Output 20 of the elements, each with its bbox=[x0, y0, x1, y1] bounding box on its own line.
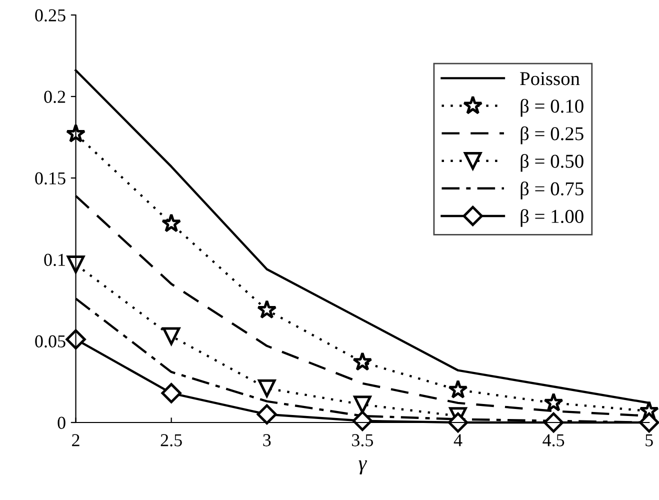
x-tick-label: 5 bbox=[646, 434, 653, 446]
y-tick-label: 0.05 bbox=[35, 335, 66, 348]
y-tick-label: 0.15 bbox=[35, 172, 66, 185]
x-tick-label: 2 bbox=[72, 434, 80, 446]
y-tick-label: 0.2 bbox=[44, 90, 66, 104]
legend-label: β = 1.00 bbox=[520, 209, 584, 227]
y-tick-label: 0 bbox=[58, 416, 66, 429]
x-tick-label: 3 bbox=[263, 434, 271, 446]
legend-label: β = 0.25 bbox=[520, 126, 584, 144]
x-tick-label: 4.5 bbox=[542, 434, 564, 446]
y-tick-label: 0.25 bbox=[35, 9, 66, 22]
legend-label: β = 0.10 bbox=[520, 98, 584, 117]
x-tick-label: 2.5 bbox=[160, 434, 182, 446]
legend-label: Poisson bbox=[520, 72, 580, 86]
y-tick-label: 0.1 bbox=[44, 254, 65, 266]
x-axis-title: γ bbox=[358, 460, 368, 474]
x-tick-label: 4 bbox=[454, 434, 462, 446]
legend-label: β = 0.50 bbox=[520, 154, 584, 172]
legend-label: β = 0.75 bbox=[520, 182, 584, 200]
x-tick-label: 3.5 bbox=[352, 434, 374, 446]
